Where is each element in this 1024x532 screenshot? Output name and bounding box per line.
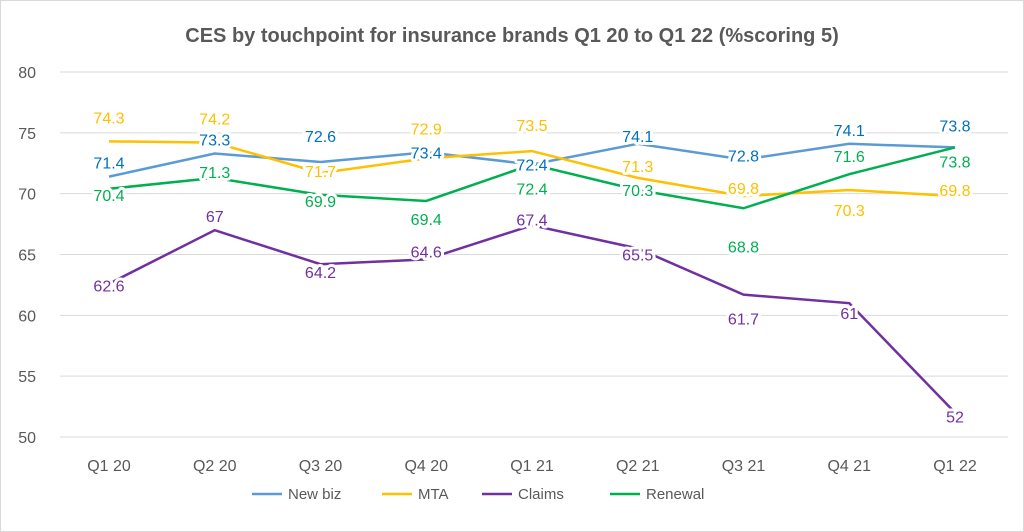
x-tick-label: Q2 20: [193, 458, 237, 475]
y-tick-label: 75: [18, 126, 36, 143]
data-label: 52: [946, 410, 964, 427]
data-label: 74.1: [834, 123, 865, 140]
data-label: 61.7: [728, 312, 759, 329]
data-label: 67.4: [516, 212, 547, 229]
legend-item: Claims: [482, 486, 564, 503]
legend-label: MTA: [418, 486, 449, 503]
data-label: 61: [840, 306, 858, 323]
data-label: 69.8: [728, 181, 759, 198]
data-label: 73.5: [516, 118, 547, 135]
chart-title: CES by touchpoint for insurance brands Q…: [185, 25, 838, 47]
data-label: 73.8: [939, 118, 970, 135]
legend-item: New biz: [252, 486, 341, 503]
data-label: 72.6: [305, 129, 336, 146]
data-label: 69.9: [305, 194, 336, 211]
data-label: 71.7: [305, 164, 336, 181]
y-tick-label: 80: [18, 65, 36, 82]
data-label: 68.8: [728, 239, 759, 256]
y-tick-label: 55: [18, 369, 36, 386]
data-label: 74.3: [93, 110, 124, 127]
x-tick-label: Q2 21: [616, 458, 660, 475]
legend-item: MTA: [382, 486, 449, 503]
x-tick-label: Q1 20: [87, 458, 131, 475]
x-tick-label: Q3 21: [722, 458, 766, 475]
data-label: 67: [206, 209, 224, 226]
data-label: 73.8: [939, 154, 970, 171]
series-line-renewal: [108, 146, 956, 210]
legend-item: Renewal: [610, 486, 704, 503]
data-label: 71.4: [93, 156, 124, 173]
series-line-mta: [108, 140, 956, 198]
data-label: 70.4: [93, 188, 124, 205]
data-label: 65.5: [622, 247, 653, 264]
data-label: 70.3: [622, 183, 653, 200]
x-tick-label: Q4 21: [827, 458, 871, 475]
data-label: 72.4: [516, 157, 547, 174]
series-line-claims: [108, 224, 956, 414]
x-tick-label: Q1 21: [510, 458, 554, 475]
y-tick-label: 60: [18, 308, 36, 325]
data-label: 71.3: [199, 165, 230, 182]
x-tick-label: Q3 20: [299, 458, 343, 475]
data-label: 71.3: [622, 159, 653, 176]
data-label: 64.2: [305, 265, 336, 282]
y-tick-label: 70: [18, 187, 36, 204]
legend-label: Claims: [518, 486, 564, 503]
data-label: 71.6: [834, 149, 865, 166]
data-label: 73.3: [199, 133, 230, 150]
data-label: 72.8: [728, 149, 759, 166]
data-label: 72.9: [411, 121, 442, 138]
data-label: 64.6: [411, 244, 442, 261]
data-label: 73.4: [411, 145, 442, 162]
data-label: 74.2: [199, 112, 230, 129]
data-label: 72.4: [516, 181, 547, 198]
data-label: 62.6: [93, 279, 124, 296]
data-label: 74.1: [622, 129, 653, 146]
x-tick-label: Q4 20: [404, 458, 448, 475]
data-label: 69.8: [939, 183, 970, 200]
legend-label: New biz: [288, 486, 341, 503]
x-tick-label: Q1 22: [933, 458, 977, 475]
y-tick-label: 50: [18, 430, 36, 447]
data-label: 69.4: [411, 212, 442, 229]
legend-label: Renewal: [646, 486, 704, 503]
data-label: 70.3: [834, 203, 865, 220]
y-tick-label: 65: [18, 248, 36, 265]
